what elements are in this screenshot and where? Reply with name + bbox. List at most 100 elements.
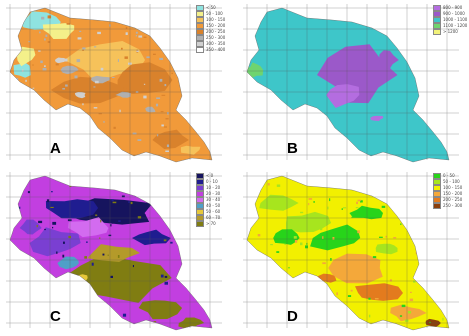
map-speck <box>203 269 207 272</box>
map-speck <box>110 224 112 227</box>
map-speck <box>398 201 401 204</box>
map-speck <box>141 219 143 222</box>
map-speck <box>160 111 164 113</box>
legend-swatch <box>196 215 204 221</box>
map-speck <box>82 151 86 154</box>
map-speck <box>288 267 290 269</box>
map-speck <box>164 281 168 285</box>
map-speck <box>407 311 412 314</box>
map-speck <box>303 282 305 284</box>
map-speck <box>379 236 383 238</box>
map-speck <box>270 317 275 320</box>
legend-label: 20 - 30 <box>206 191 221 196</box>
map-speck <box>429 321 431 323</box>
panel-letter: D <box>287 308 298 325</box>
map-speck <box>257 234 261 237</box>
map-speck <box>191 111 196 114</box>
map-patch <box>57 256 79 270</box>
map-speck <box>347 295 352 297</box>
map-speck <box>413 240 417 244</box>
map-speck <box>42 67 47 71</box>
map-speck <box>114 265 119 267</box>
legend-label: 50 - 60 <box>206 209 221 214</box>
legend-item: 10 - 20 <box>196 185 220 191</box>
map-speck <box>418 281 420 283</box>
map-speck <box>143 36 147 38</box>
legend-swatch <box>433 23 441 29</box>
map-speck <box>67 219 72 222</box>
map-speck <box>103 121 105 123</box>
map-speck <box>82 103 84 106</box>
map-speck <box>413 280 416 283</box>
legend-item: 60 - 70 <box>196 215 220 221</box>
map-speck <box>86 241 88 243</box>
map-speck <box>125 26 128 29</box>
map-speck <box>269 205 271 208</box>
legend-item: 1000 - 1100 <box>433 17 467 23</box>
map-speck <box>119 109 121 113</box>
map-speck <box>36 225 38 228</box>
map-speck <box>84 256 87 259</box>
map-speck <box>172 201 175 204</box>
legend-swatch <box>433 203 441 209</box>
legend-item: 300 - 350 <box>196 41 225 47</box>
map-speck <box>353 184 357 186</box>
map-speck <box>111 199 114 202</box>
map-patch <box>19 219 42 235</box>
legend-swatch <box>196 209 204 215</box>
map-speck <box>143 95 147 99</box>
map-speck <box>150 242 153 244</box>
region-outline <box>9 7 213 163</box>
map-speck <box>16 271 19 275</box>
map-speck <box>270 244 273 246</box>
map-speck <box>125 32 128 35</box>
map-speck <box>118 220 121 222</box>
map-speck <box>313 201 315 203</box>
map-speck <box>398 209 400 212</box>
map-speck <box>117 255 120 258</box>
map-speck <box>374 190 376 192</box>
map-speck <box>159 78 163 82</box>
legend-item: < 50 <box>196 5 225 11</box>
map-speck <box>41 16 45 20</box>
legend-swatch <box>196 35 204 41</box>
map-speck <box>161 94 166 96</box>
legend-item: 150 - 200 <box>433 191 462 197</box>
map-patch <box>115 91 131 98</box>
map-canvas <box>243 4 459 163</box>
map-speck <box>26 284 28 287</box>
map-speck <box>44 38 46 41</box>
map-speck <box>276 184 281 187</box>
map-speck <box>322 236 324 239</box>
legend-item: 100 - 150 <box>433 185 462 191</box>
legend-swatch <box>433 191 441 197</box>
map-speck <box>259 283 262 286</box>
map-speck <box>164 84 167 87</box>
map-speck <box>38 50 41 52</box>
map-speck <box>351 216 353 219</box>
legend-swatch <box>433 11 441 17</box>
map-speck <box>130 201 133 205</box>
map-speck <box>267 183 270 186</box>
map-speck <box>74 75 78 79</box>
map-speck <box>74 138 78 141</box>
map-speck <box>165 118 169 120</box>
legend-label: 0 - 10 <box>206 179 218 184</box>
map-speck <box>141 214 146 217</box>
map-patch <box>349 205 383 220</box>
legend-label: < 50 <box>206 5 216 10</box>
map-speck <box>82 47 86 50</box>
map-speck <box>385 235 387 238</box>
map-speck <box>167 112 169 115</box>
map-speck <box>47 41 51 43</box>
map-speck <box>44 228 46 231</box>
map-speck <box>381 205 386 208</box>
map-speck <box>300 211 304 214</box>
map-speck <box>200 98 202 101</box>
legend-item: 20 - 30 <box>196 191 220 197</box>
map-speck <box>123 87 127 89</box>
map-speck <box>314 281 319 285</box>
map-speck <box>77 37 82 40</box>
map-speck <box>18 125 20 128</box>
map-speck <box>183 30 187 32</box>
